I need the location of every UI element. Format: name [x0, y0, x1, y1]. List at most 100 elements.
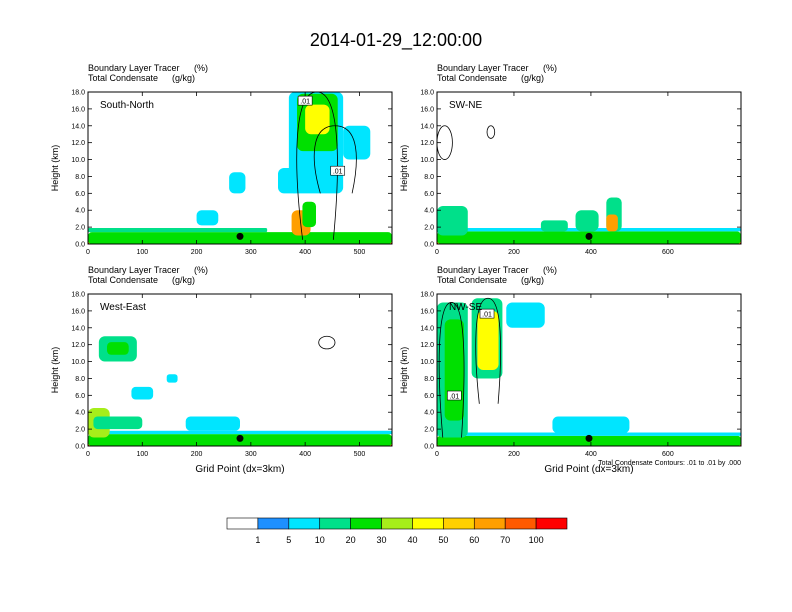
y-tick-label: 16.0 [420, 308, 434, 315]
x-tick-label: 600 [662, 249, 674, 256]
x-tick-label: 300 [245, 249, 257, 256]
tracer-region [540, 220, 568, 232]
condensate-contour [438, 302, 465, 438]
tracer-region [93, 416, 143, 430]
panel-sw-ne: 0.0 2.0 4.0 6.0 8.0 10.0 12.0 14.0 16.0 18.0 0 200 4… [399, 63, 742, 256]
colorbar-level-label: 60 [469, 535, 479, 545]
colorbar-level-label: 40 [407, 535, 417, 545]
condensate-contour [437, 125, 453, 160]
subtitle-variable-unit: (%) [543, 63, 557, 73]
colorbar-swatch [319, 517, 351, 530]
y-tick-label: 8.0 [424, 376, 434, 383]
location-marker [585, 232, 593, 240]
condensate-contour [318, 335, 336, 350]
colorbar-level-label: 20 [346, 535, 356, 545]
tracer-region [437, 206, 468, 236]
tracer-region [166, 374, 178, 383]
tracer-region [606, 214, 618, 232]
plot-frame [436, 91, 742, 245]
tracer-region [444, 319, 464, 421]
y-axis-label: Height (km) [50, 347, 60, 394]
y-tick-label: 2.0 [424, 427, 434, 434]
y-tick-label: 4.0 [424, 410, 434, 417]
contour-label: .01 [333, 169, 343, 176]
panel-south-north: .01 .01 0.0 2.0 4.0 6.0 8.0 10.0 12.0 14.0 16.0 18.… [50, 63, 393, 256]
x-tick-label: 200 [191, 451, 203, 458]
colorbar-swatch [504, 517, 537, 530]
subtitle-overlay: Total Condensate [88, 275, 158, 285]
y-tick-label: 0.0 [424, 444, 434, 451]
y-axis-label: Height (km) [50, 145, 60, 192]
y-tick-label: 12.0 [420, 140, 434, 147]
x-axis-label: Grid Point (dx=3km) [195, 464, 284, 475]
x-tick-label: 0 [435, 451, 439, 458]
subtitle-variable-unit: (%) [543, 265, 557, 275]
y-tick-label: 10.0 [420, 359, 434, 366]
y-tick-label: 12.0 [420, 342, 434, 349]
y-tick-label: 8.0 [75, 376, 85, 383]
colorbar-swatch [350, 517, 382, 530]
y-tick-label: 6.0 [424, 393, 434, 400]
tracer-region [437, 432, 741, 436]
y-tick-label: 14.0 [420, 325, 434, 332]
y-tick-label: 2.0 [75, 427, 85, 434]
y-tick-label: 4.0 [424, 208, 434, 215]
subtitle-overlay: Total Condensate [437, 275, 507, 285]
x-tick-label: 200 [508, 451, 520, 458]
subtitle-overlay-unit: (g/kg) [521, 73, 544, 83]
panel-name: West-East [100, 302, 146, 313]
plot-area-nw-se [437, 297, 741, 446]
plot-frame [436, 293, 742, 447]
tracer-region [552, 416, 630, 434]
x-tick-label: 200 [191, 249, 203, 256]
y-tick-label: 18.0 [71, 90, 85, 97]
y-tick-label: 14.0 [71, 325, 85, 332]
tracer-region [302, 201, 316, 228]
panel-west-east: 0.0 2.0 4.0 6.0 8.0 10.0 12.0 14.0 16.0 18.0 0 100 2… [50, 265, 393, 475]
x-tick-label: 0 [86, 451, 90, 458]
y-tick-label: 16.0 [71, 106, 85, 113]
colorbar-swatch [257, 517, 290, 530]
contour-label-box [297, 95, 313, 106]
tracer-region [131, 386, 154, 400]
location-marker [236, 232, 244, 240]
tracer-region [343, 125, 371, 160]
y-tick-label: 2.0 [424, 225, 434, 232]
colorbar-swatch [412, 517, 444, 530]
colorbar-swatch [443, 517, 475, 530]
location-marker [236, 434, 244, 442]
y-tick-label: 6.0 [75, 393, 85, 400]
colorbar-swatch [226, 517, 259, 530]
condensate-contour [486, 125, 496, 139]
tracer-region [196, 210, 219, 226]
subtitle-variable-unit: (%) [194, 265, 208, 275]
plot-frame [87, 293, 393, 447]
tracer-region [88, 430, 392, 435]
subtitle-overlay-unit: (g/kg) [172, 275, 195, 285]
x-tick-label: 200 [508, 249, 520, 256]
y-tick-label: 2.0 [75, 225, 85, 232]
tracer-region [305, 104, 330, 135]
tracer-region [185, 416, 240, 431]
plot-area-sw-ne [437, 125, 741, 244]
y-axis-label: Height (km) [399, 347, 409, 394]
x-tick-label: 400 [299, 249, 311, 256]
colorbar-swatch [381, 517, 413, 530]
y-tick-label: 18.0 [420, 292, 434, 299]
condensate-contour [475, 297, 502, 404]
subtitle-variable: Boundary Layer Tracer [88, 63, 180, 73]
colorbar-level-label: 10 [315, 535, 325, 545]
x-tick-label: 500 [354, 451, 366, 458]
y-tick-label: 0.0 [75, 444, 85, 451]
subtitle-variable: Boundary Layer Tracer [88, 265, 180, 275]
colorbar-level-label: 5 [286, 535, 291, 545]
colorbar-level-label: 50 [438, 535, 448, 545]
tracer-region [477, 310, 499, 370]
contour-note: Total Condensate Contours: .01 to .01 by… [598, 460, 741, 467]
colorbar-swatch [288, 517, 321, 530]
plot-frame [87, 91, 393, 245]
y-tick-label: 18.0 [420, 90, 434, 97]
y-tick-label: 12.0 [71, 140, 85, 147]
y-tick-label: 18.0 [71, 292, 85, 299]
